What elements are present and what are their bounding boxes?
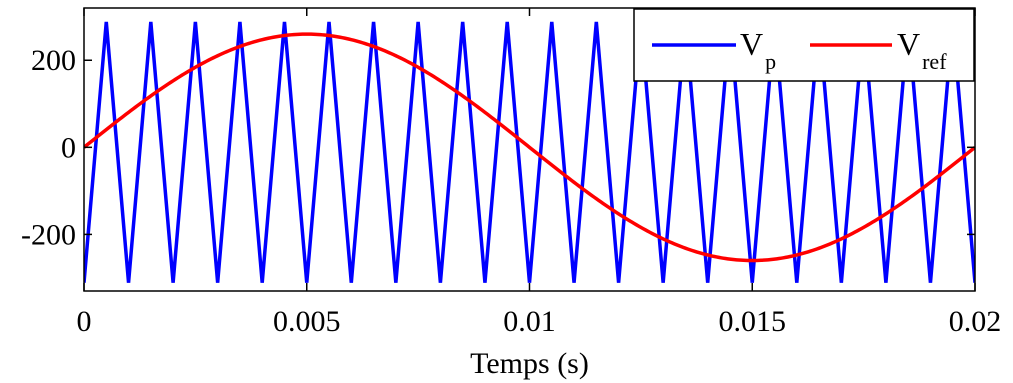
x-tick-label: 0.015 bbox=[719, 305, 787, 338]
series-layer bbox=[84, 21, 975, 283]
x-tick-label: 0 bbox=[77, 305, 92, 338]
legend-label-v-ref: Vref bbox=[897, 26, 947, 74]
legend: Vp Vref bbox=[633, 8, 975, 82]
x-tick-label: 0.02 bbox=[949, 305, 1002, 338]
x-axis-title: Temps (s) bbox=[470, 347, 589, 380]
legend-label-v-p: Vp bbox=[740, 26, 776, 74]
x-tick-label: 0.01 bbox=[503, 305, 556, 338]
x-tick-label: 0.005 bbox=[273, 305, 341, 338]
legend-label-sub: p bbox=[765, 49, 776, 74]
y-tick-label: -200 bbox=[21, 218, 76, 251]
series-line-v-ref bbox=[84, 32, 975, 263]
series-line-v-p bbox=[84, 21, 975, 283]
legend-label-main: V bbox=[897, 26, 920, 62]
ticks-layer: 0 0.005 0.01 0.015 0.02 -200 0 200 bbox=[21, 8, 1001, 338]
y-tick-label: 200 bbox=[31, 44, 76, 77]
legend-label-sub: ref bbox=[922, 49, 947, 74]
legend-label-main: V bbox=[740, 26, 763, 62]
y-tick-label: 0 bbox=[61, 131, 76, 164]
